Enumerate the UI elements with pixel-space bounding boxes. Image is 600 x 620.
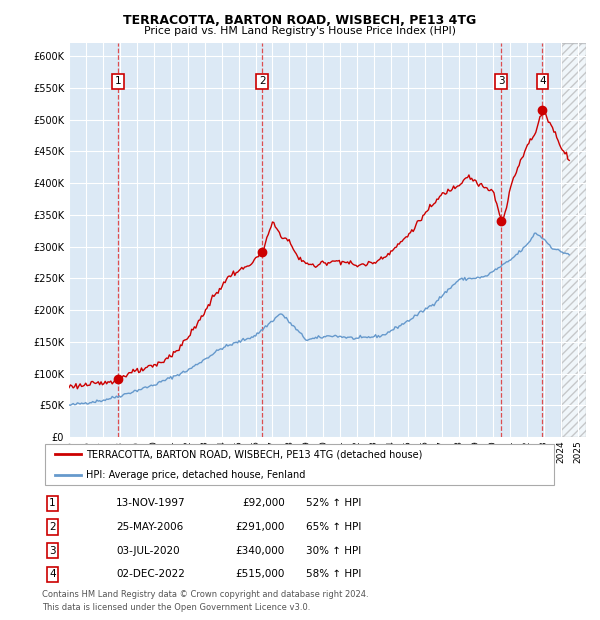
Text: £92,000: £92,000 — [242, 498, 285, 508]
Text: 3: 3 — [498, 76, 505, 87]
Text: Price paid vs. HM Land Registry's House Price Index (HPI): Price paid vs. HM Land Registry's House … — [144, 26, 456, 36]
Text: 02-DEC-2022: 02-DEC-2022 — [116, 569, 185, 579]
Text: £515,000: £515,000 — [236, 569, 285, 579]
Text: 3: 3 — [49, 546, 56, 556]
Text: 25-MAY-2006: 25-MAY-2006 — [116, 522, 183, 532]
Text: £340,000: £340,000 — [236, 546, 285, 556]
Text: 03-JUL-2020: 03-JUL-2020 — [116, 546, 179, 556]
Text: 1: 1 — [115, 76, 121, 87]
Text: HPI: Average price, detached house, Fenland: HPI: Average price, detached house, Fenl… — [86, 469, 305, 480]
Text: £291,000: £291,000 — [236, 522, 285, 532]
Text: This data is licensed under the Open Government Licence v3.0.: This data is licensed under the Open Gov… — [42, 603, 310, 612]
Text: 2: 2 — [259, 76, 266, 87]
Bar — [561, 43, 586, 437]
Text: TERRACOTTA, BARTON ROAD, WISBECH, PE13 4TG: TERRACOTTA, BARTON ROAD, WISBECH, PE13 4… — [124, 14, 476, 27]
Text: 30% ↑ HPI: 30% ↑ HPI — [306, 546, 361, 556]
Text: Contains HM Land Registry data © Crown copyright and database right 2024.: Contains HM Land Registry data © Crown c… — [42, 590, 368, 600]
Text: 65% ↑ HPI: 65% ↑ HPI — [306, 522, 361, 532]
Text: TERRACOTTA, BARTON ROAD, WISBECH, PE13 4TG (detached house): TERRACOTTA, BARTON ROAD, WISBECH, PE13 4… — [86, 449, 422, 459]
FancyBboxPatch shape — [44, 444, 554, 485]
Text: 1: 1 — [49, 498, 56, 508]
Text: 2: 2 — [49, 522, 56, 532]
Text: 58% ↑ HPI: 58% ↑ HPI — [306, 569, 361, 579]
Text: 13-NOV-1997: 13-NOV-1997 — [116, 498, 185, 508]
Text: 4: 4 — [539, 76, 546, 87]
Text: 4: 4 — [49, 569, 56, 579]
Text: 52% ↑ HPI: 52% ↑ HPI — [306, 498, 361, 508]
